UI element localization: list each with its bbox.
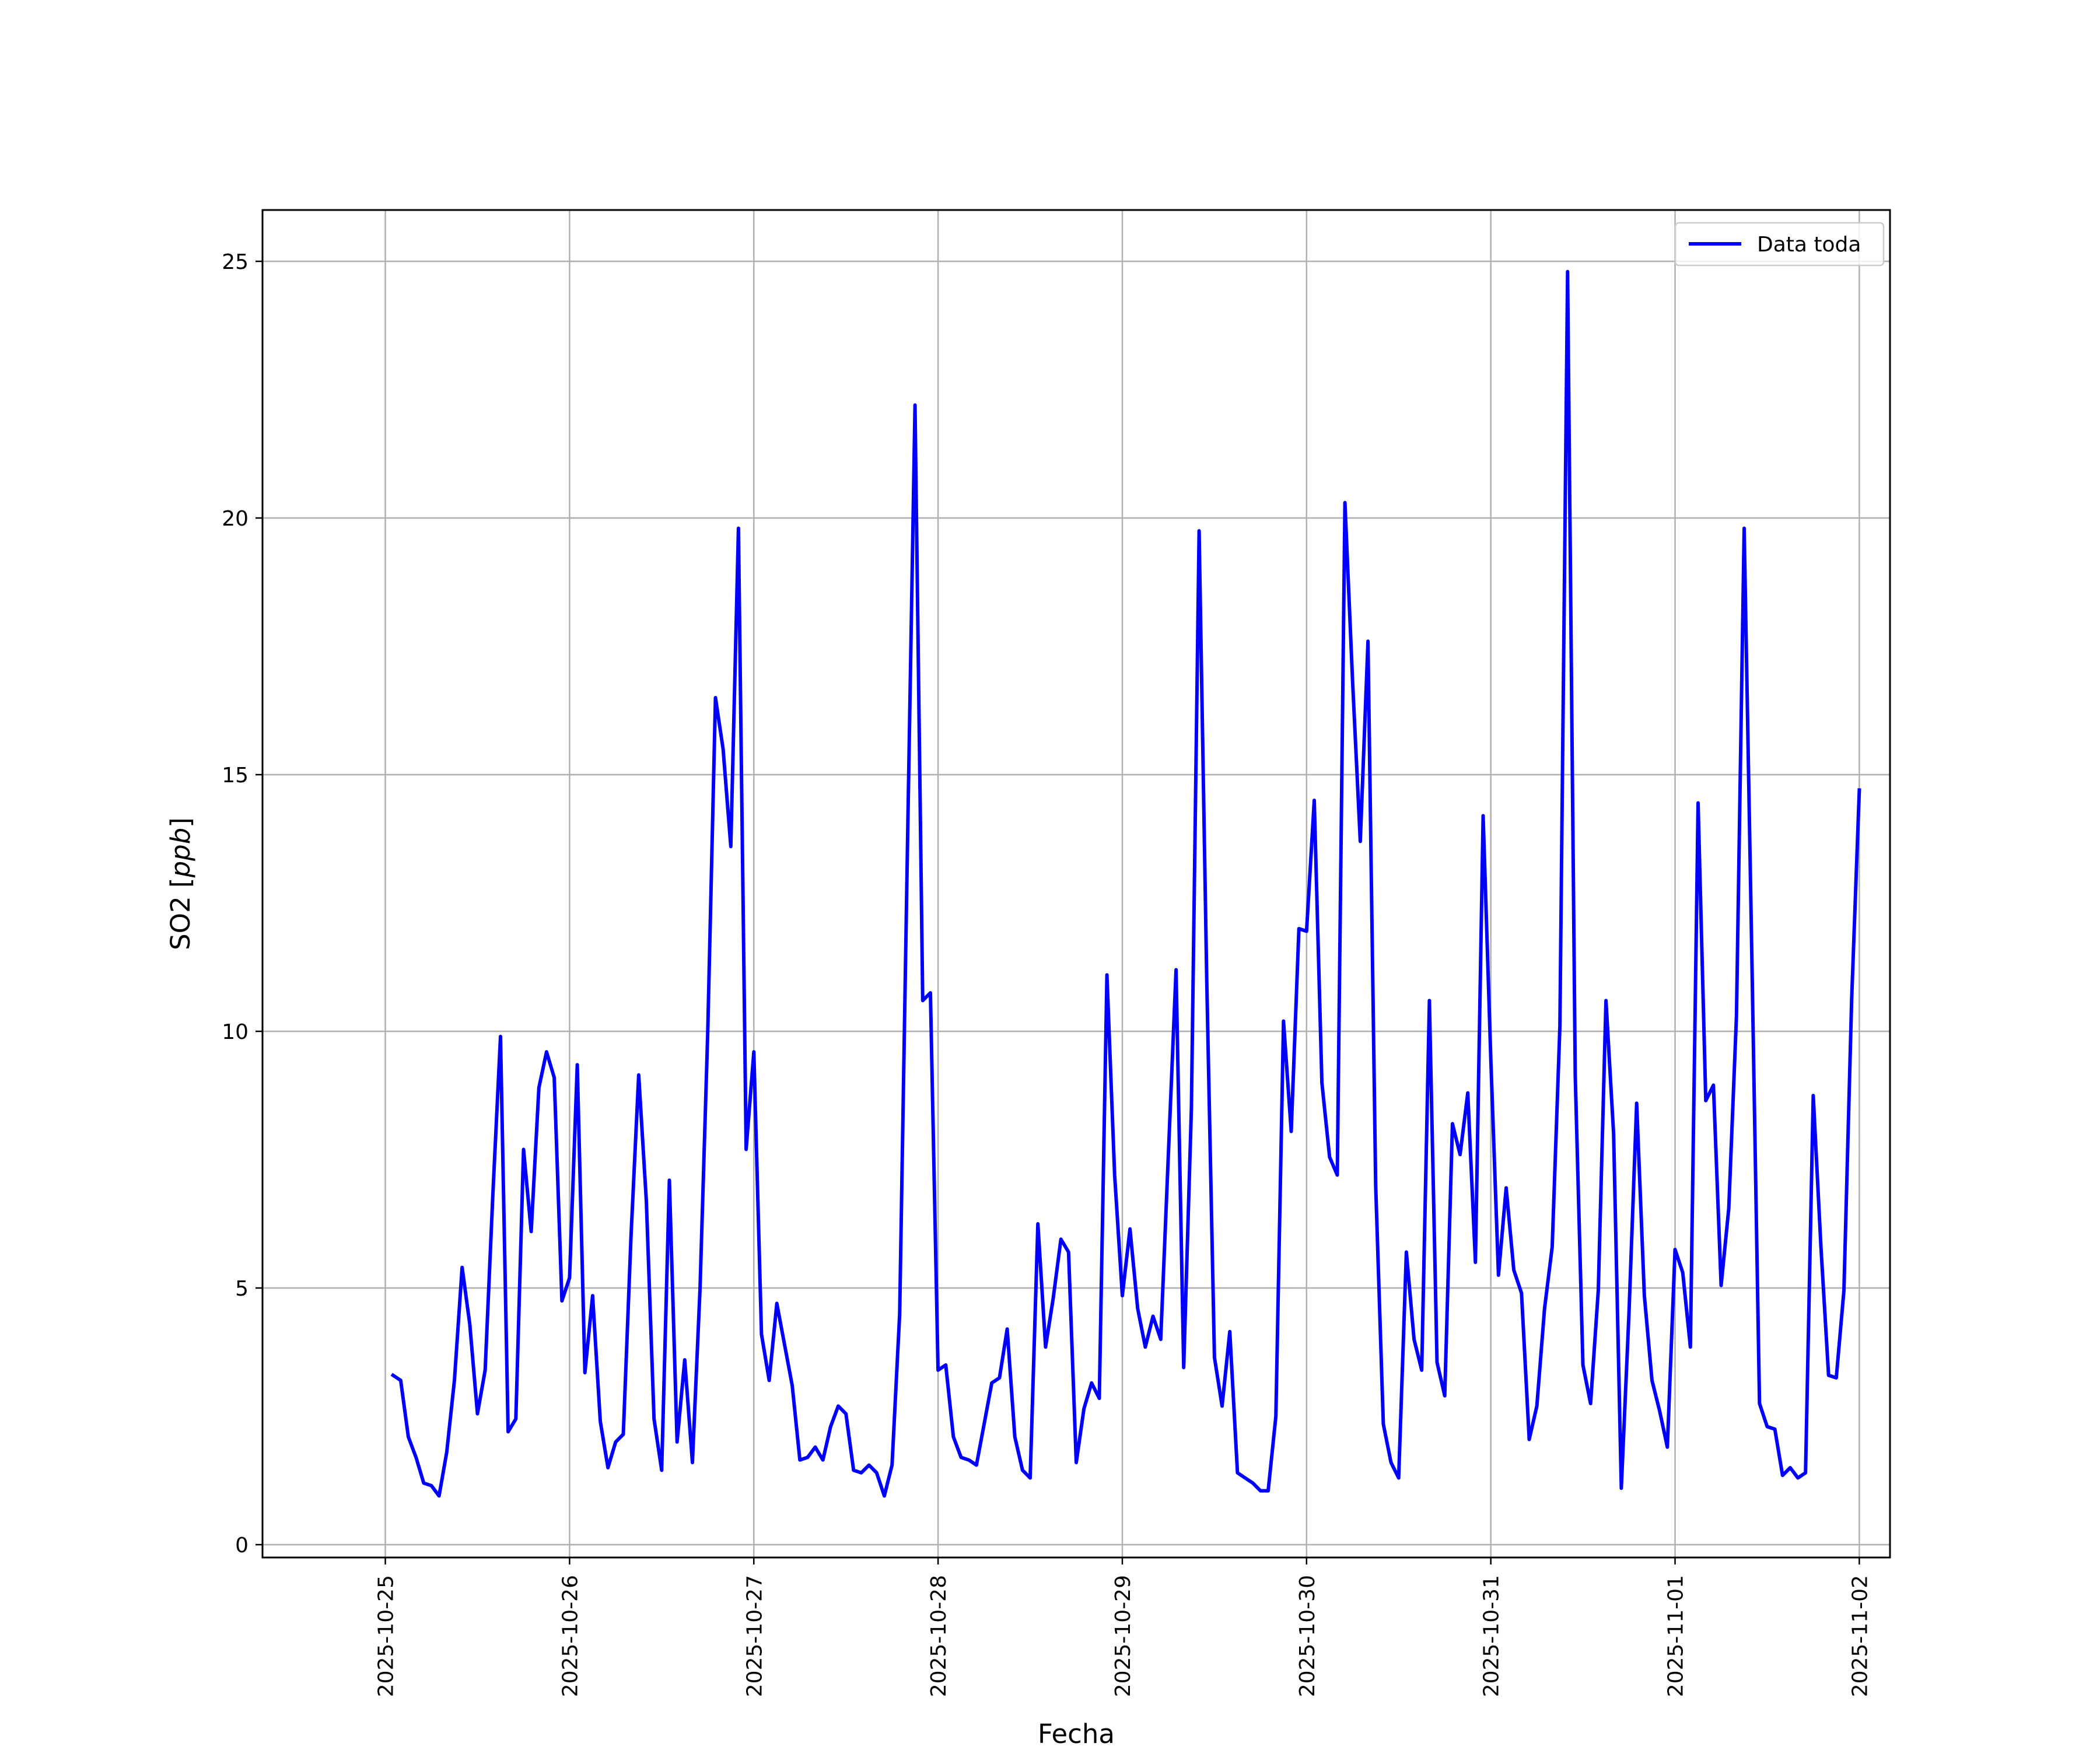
x-axis: 2025-10-25 2025-10-26 2025-10-27 2025-10-28… (374, 1558, 1872, 1697)
x-tick-label: 2025-11-02 (1848, 1575, 1872, 1697)
data-series (390, 270, 1861, 1498)
x-tick-label: 2025-10-30 (1296, 1575, 1320, 1697)
y-axis-label-text: SO2 [ (165, 877, 196, 950)
y-tick-label: 10 (222, 1020, 249, 1044)
x-tick-label: 2025-10-27 (743, 1575, 766, 1697)
y-tick-label: 5 (235, 1277, 249, 1301)
y-axis-label-unit: ppb (165, 828, 196, 878)
legend: Data toda (1674, 222, 1885, 267)
x-axis-label: Fecha (1038, 1718, 1115, 1749)
x-tick-label: 2025-10-28 (927, 1575, 951, 1697)
legend-box (1674, 222, 1885, 267)
y-axis: 0 5 10 15 20 25 (222, 250, 262, 1558)
x-tick-label: 2025-10-25 (374, 1575, 398, 1697)
y-axis-label: SO2 [ppb] (165, 817, 196, 950)
x-tick-label: 2025-10-29 (1111, 1575, 1135, 1697)
y-tick-label: 15 (222, 764, 249, 788)
y-tick-label: 0 (235, 1534, 249, 1558)
legend-label: Data toda (1757, 233, 1861, 257)
y-tick-label: 25 (222, 250, 249, 274)
plot-frame (261, 209, 1891, 1559)
x-tick-label: 2025-10-26 (558, 1575, 582, 1697)
x-tick-label: 2025-10-31 (1480, 1575, 1504, 1697)
x-tick-label: 2025-11-01 (1664, 1575, 1688, 1697)
y-tick-label: 20 (222, 507, 249, 531)
y-axis-label-close: ] (165, 817, 196, 828)
series-line-0 (390, 270, 1861, 1498)
